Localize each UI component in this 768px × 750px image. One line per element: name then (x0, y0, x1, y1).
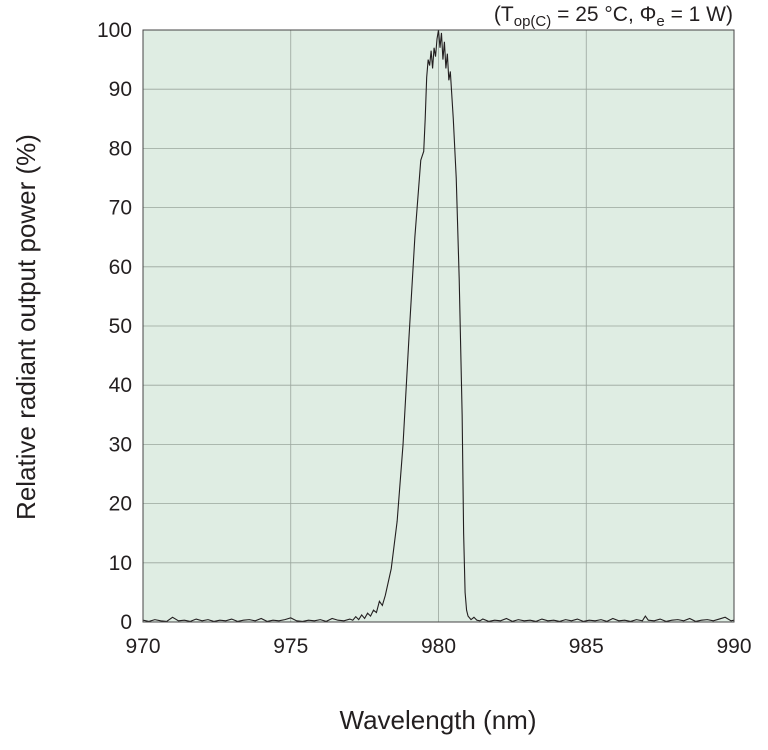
y-tick-label-80: 80 (109, 137, 132, 160)
y-tick-label-10: 10 (109, 552, 132, 575)
y-tick-label-100: 100 (97, 19, 132, 42)
y-tick-label-0: 0 (120, 611, 132, 634)
x-axis-ticks: 970 975 980 985 990 (125, 635, 751, 658)
x-tick-label-990: 990 (716, 635, 751, 658)
y-tick-label-60: 60 (109, 256, 132, 279)
x-tick-label-975: 975 (273, 635, 308, 658)
plot-frame (142, 29, 735, 623)
x-tick-label-980: 980 (421, 635, 456, 658)
y-tick-label-50: 50 (109, 315, 132, 338)
y-tick-label-20: 20 (109, 493, 132, 516)
x-axis-title: Wavelength (nm) (340, 705, 537, 735)
conditions-temp: = 25 °C, (551, 3, 639, 26)
conditions-power: = 1 W) (665, 3, 733, 26)
conditions-open: (T (494, 3, 514, 26)
spectrum-line (142, 29, 735, 622)
conditions-phi-subscript: e (656, 13, 664, 30)
y-tick-label-70: 70 (109, 197, 132, 220)
y-tick-label-90: 90 (109, 78, 132, 101)
y-tick-label-40: 40 (109, 374, 132, 397)
conditions-temp-subscript: op(C) (514, 13, 552, 30)
y-axis-ticks: 0 10 20 30 40 50 60 70 80 90 100 (97, 19, 132, 634)
grid-lines (143, 30, 734, 622)
conditions-phi-symbol: Φ (640, 3, 657, 26)
y-axis-title: Relative radiant output power (%) (11, 134, 41, 520)
measurement-conditions: (Top(C) = 25 °C, Φe = 1 W) (494, 3, 733, 30)
x-tick-label-985: 985 (569, 635, 604, 658)
x-tick-label-970: 970 (125, 635, 160, 658)
y-tick-label-30: 30 (109, 433, 132, 456)
